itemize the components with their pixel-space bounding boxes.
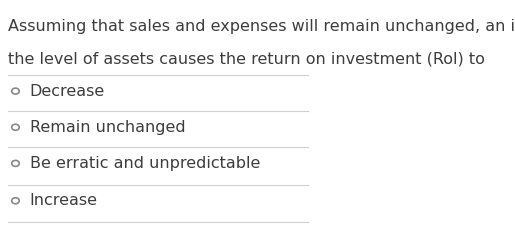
Text: Assuming that sales and expenses will remain unchanged, an increase in: Assuming that sales and expenses will re… <box>8 19 515 34</box>
Text: the level of assets causes the return on investment (Rol) to: the level of assets causes the return on… <box>8 51 485 66</box>
Text: Be erratic and unpredictable: Be erratic and unpredictable <box>29 156 260 171</box>
Text: Decrease: Decrease <box>29 84 105 99</box>
Text: Remain unchanged: Remain unchanged <box>29 120 185 135</box>
Text: Increase: Increase <box>29 193 97 208</box>
